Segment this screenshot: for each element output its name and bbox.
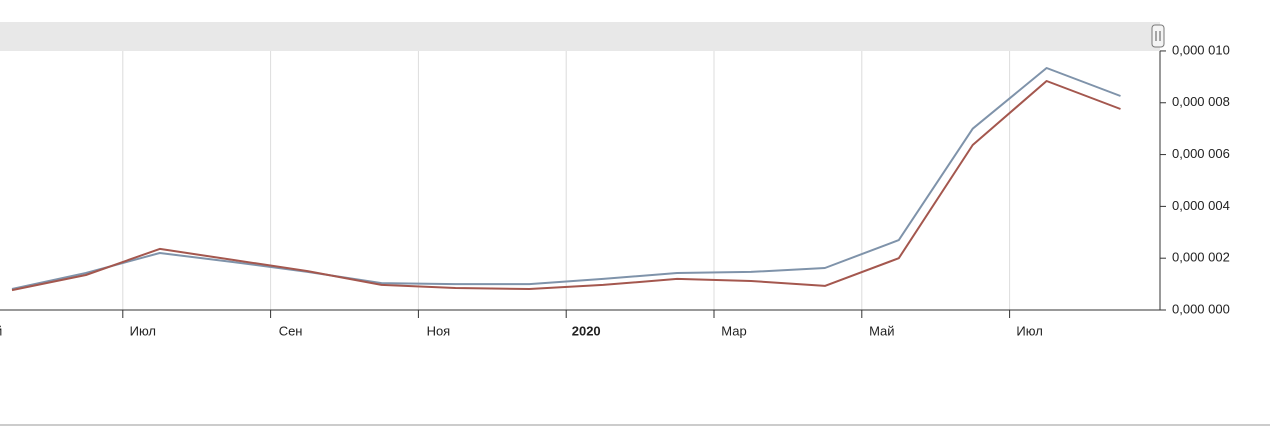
x-tick-label: Ноя xyxy=(427,323,451,338)
x-tick-label: Мар xyxy=(721,323,746,338)
plot-area: ай Июл Сен Ноя 2020 Мар Май Июл 0,000 000 0,000 0… xyxy=(0,42,1230,338)
y-tick-label: 0,000 008 xyxy=(1172,94,1230,109)
y-tick-label: 0,000 006 xyxy=(1172,146,1230,161)
y-tick-label: 0,000 000 xyxy=(1172,301,1230,316)
series-line xyxy=(11,80,1121,292)
scroll-handle[interactable] xyxy=(1151,24,1165,48)
x-tick-label: Сен xyxy=(279,323,303,338)
x-tick-label: Май xyxy=(869,323,894,338)
x-tick-label: 2020 xyxy=(572,323,601,338)
y-tick-label: 0,000 002 xyxy=(1172,250,1230,265)
x-tick-label: Июл xyxy=(1016,323,1042,338)
series-line xyxy=(11,67,1121,290)
x-tick-label: ай xyxy=(0,323,2,338)
y-tick-label: 0,000 004 xyxy=(1172,198,1230,213)
y-tick-label: 0,000 010 xyxy=(1172,42,1230,57)
x-tick-label: Июл xyxy=(130,323,156,338)
navigator-bar xyxy=(0,22,1160,51)
